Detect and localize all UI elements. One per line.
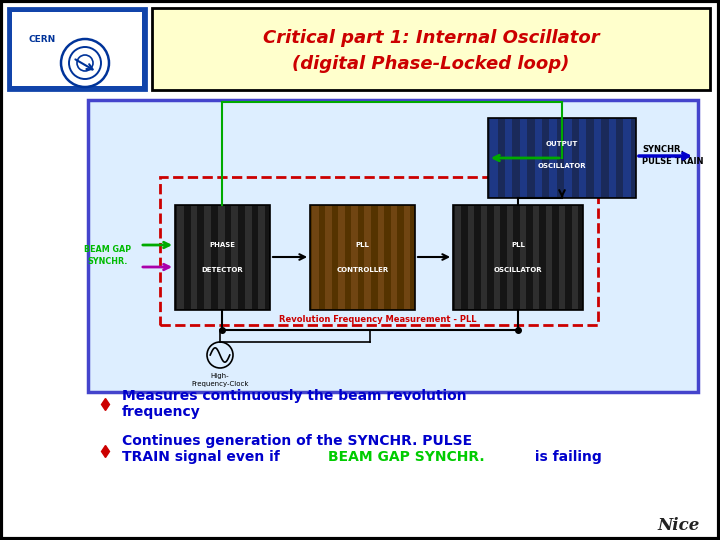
Bar [546, 206, 552, 309]
Text: CONTROLLER: CONTROLLER [336, 267, 389, 273]
Bar [494, 206, 500, 309]
Text: OUTPUT: OUTPUT [546, 141, 578, 147]
Bar [579, 119, 586, 197]
Text: TRAIN signal even if: TRAIN signal even if [122, 450, 284, 464]
Bar [191, 206, 197, 309]
Text: frequency: frequency [122, 405, 201, 419]
Text: PHASE: PHASE [210, 242, 235, 248]
Text: SYNCHR.: SYNCHR. [88, 258, 128, 267]
Bar [490, 119, 498, 197]
Bar [245, 206, 252, 309]
Bar [364, 206, 371, 309]
Bar [160, 177, 598, 325]
Bar [231, 206, 238, 309]
Bar [453, 205, 583, 310]
Text: OSCILLATOR: OSCILLATOR [494, 267, 542, 273]
Bar [624, 119, 631, 197]
Text: Measures continuously the beam revolution: Measures continuously the beam revolutio… [122, 389, 467, 403]
Bar [177, 206, 184, 309]
Bar [507, 206, 513, 309]
Bar [559, 206, 565, 309]
Bar [455, 206, 462, 309]
Text: PULSE TRAIN: PULSE TRAIN [642, 158, 703, 166]
Text: OSCILLATOR: OSCILLATOR [538, 163, 586, 169]
Text: PLL: PLL [356, 242, 369, 248]
Text: Critical part 1: Internal Oscillator: Critical part 1: Internal Oscillator [263, 29, 599, 47]
Bar [564, 119, 572, 197]
Text: PLL: PLL [511, 242, 525, 248]
Bar [505, 119, 513, 197]
Bar [488, 118, 636, 198]
Bar [391, 206, 397, 309]
Bar [351, 206, 358, 309]
Bar [312, 206, 318, 309]
Text: SYNCHR.: SYNCHR. [642, 145, 684, 154]
Bar [8, 8, 146, 90]
Text: BEAM GAP SYNCHR.: BEAM GAP SYNCHR. [328, 450, 485, 464]
Bar [572, 206, 578, 309]
Text: Revolution Frequency Measurement - PLL: Revolution Frequency Measurement - PLL [279, 315, 477, 325]
Bar [468, 206, 474, 309]
Bar [594, 119, 601, 197]
Bar [325, 206, 332, 309]
Text: BEAM GAP: BEAM GAP [84, 246, 132, 254]
Bar [608, 119, 616, 197]
Bar [520, 206, 526, 309]
Bar [520, 119, 527, 197]
Text: is failing: is failing [530, 450, 602, 464]
Bar [217, 206, 225, 309]
Text: Continues generation of the SYNCHR. PULSE: Continues generation of the SYNCHR. PULS… [122, 434, 472, 448]
Bar [310, 205, 415, 310]
Bar [175, 205, 270, 310]
Bar [88, 100, 698, 392]
Bar [204, 206, 211, 309]
Text: Frequency-Clock: Frequency-Clock [192, 381, 248, 387]
Bar [258, 206, 265, 309]
Bar [549, 119, 557, 197]
Bar [535, 119, 542, 197]
Text: Nice: Nice [657, 516, 700, 534]
Text: CERN: CERN [28, 36, 55, 44]
Text: DETECTOR: DETECTOR [202, 267, 243, 273]
Text: (digital Phase-Locked loop): (digital Phase-Locked loop) [292, 55, 570, 73]
Bar [533, 206, 539, 309]
Bar [377, 206, 384, 309]
Bar [338, 206, 345, 309]
Bar [481, 206, 487, 309]
Bar [404, 206, 410, 309]
Bar [152, 8, 710, 90]
Bar [12, 12, 142, 86]
Text: High-: High- [211, 373, 229, 379]
